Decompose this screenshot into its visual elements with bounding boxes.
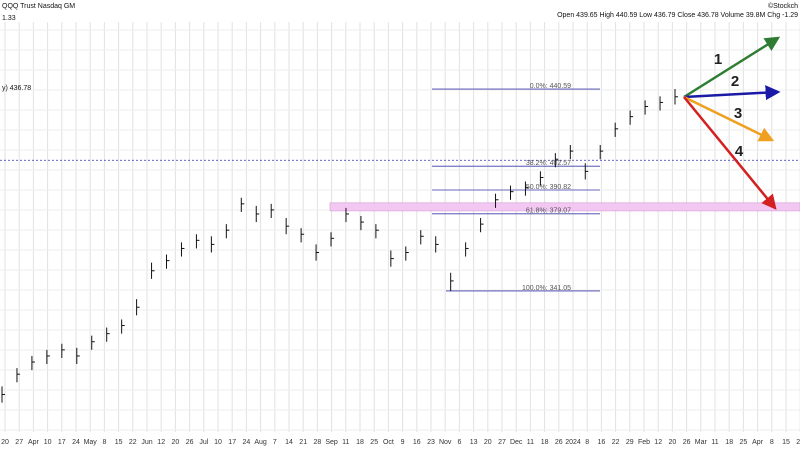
chart-title: QQQ Trust Nasdaq GM [2, 3, 75, 10]
x-tick-label: Dec [510, 439, 523, 446]
x-tick-label: 24 [243, 439, 251, 446]
x-tick-label: Aug [254, 439, 267, 446]
fib-label: 100.0%: 341.05 [522, 285, 571, 292]
fib-label: 38.2%: 402.57 [526, 160, 571, 167]
x-tick-label: 8 [585, 439, 589, 446]
x-tick-label: 15 [782, 439, 790, 446]
x-tick-label: 22 [796, 439, 800, 446]
x-tick-label: 15 [115, 439, 123, 446]
grid: 20 27 Apr 10 17 24 May 8 15 22 Jun 12 20 26 Jul 10 17 24 A… [0, 22, 800, 446]
scenario-label: 2 [731, 73, 739, 90]
x-tick-label: 11 [342, 439, 349, 446]
scenario-arrow [683, 95, 775, 142]
scenario-label: 1 [714, 51, 722, 68]
x-tick-label: 10 [214, 439, 222, 446]
x-tick-label: 11 [711, 439, 718, 446]
x-tick-label: 8 [102, 439, 106, 446]
x-tick-label: 16 [598, 439, 606, 446]
x-tick-label: 18 [356, 439, 364, 446]
scenario-arrow [683, 36, 781, 99]
left-label: 1.33 [2, 15, 16, 22]
x-tick-label: 10 [44, 439, 52, 446]
fib-label: 61.8%: 379.07 [526, 208, 571, 215]
x-tick-label: 18 [541, 439, 549, 446]
x-tick-label: 20 [484, 439, 492, 446]
x-tick-label: 26 [555, 439, 563, 446]
scenario-label: 4 [735, 143, 744, 160]
x-tick-label: 6 [457, 439, 461, 446]
x-tick-label: Apr [752, 439, 764, 446]
x-tick-label: 29 [626, 439, 634, 446]
source: ©Stockch [768, 2, 798, 10]
x-tick-label: 8 [770, 439, 774, 446]
x-tick-label: 20 [1, 439, 9, 446]
x-tick-label: 27 [498, 439, 506, 446]
price-info: Open 439.65 High 440.59 Low 436.79 Close… [557, 12, 798, 19]
plot: 0.0%: 440.59 38.2%: 402.57 50.0%: 390.82 61… [0, 83, 800, 403]
x-tick-label: Feb [638, 439, 650, 446]
x-tick-label: 17 [58, 439, 66, 446]
x-tick-label: 16 [413, 439, 421, 446]
x-tick-label: 9 [401, 439, 405, 446]
x-tick-label: Apr [28, 439, 40, 446]
x-tick-label: 26 [683, 439, 691, 446]
x-tick-label: Sep [325, 439, 338, 446]
x-tick-label: 12 [654, 439, 662, 446]
x-tick-label: Oct [383, 439, 394, 446]
x-tick-label: 20 [669, 439, 677, 446]
x-tick-label: 23 [427, 439, 435, 446]
x-tick-label: 18 [725, 439, 733, 446]
x-tick-label: 12 [157, 439, 165, 446]
x-tick-label: 21 [299, 439, 307, 446]
x-tick-label: Nov [439, 439, 452, 446]
x-tick-label: 28 [314, 439, 322, 446]
fib-label: 50.0%: 390.82 [526, 184, 571, 191]
left-label: y) 436.78 [2, 85, 31, 92]
x-tick-label: 7 [273, 439, 277, 446]
x-tick-label: 22 [129, 439, 137, 446]
x-tick-label: 2024 [565, 439, 581, 446]
x-tick-label: Jul [199, 439, 208, 446]
x-tick-label: 11 [527, 439, 534, 446]
scenario-label: 3 [734, 105, 742, 122]
x-tick-label: 20 [172, 439, 180, 446]
x-tick-label: May [84, 439, 98, 446]
x-tick-label: Jun [141, 439, 152, 446]
x-tick-label: 25 [370, 439, 378, 446]
x-tick-label: 25 [740, 439, 748, 446]
scenario-arrow [683, 85, 781, 101]
scenario-arrow [683, 96, 777, 210]
x-tick-label: 17 [228, 439, 236, 446]
fib-label: 0.0%: 440.59 [530, 83, 571, 90]
x-tick-label: 27 [15, 439, 23, 446]
x-tick-label: Mar [695, 439, 708, 446]
x-tick-label: 14 [285, 439, 293, 446]
x-tick-label: 22 [612, 439, 620, 446]
x-tick-label: 24 [72, 439, 80, 446]
x-tick-label: 26 [186, 439, 194, 446]
x-tick-label: 13 [470, 439, 478, 446]
highlight-band [329, 202, 800, 212]
